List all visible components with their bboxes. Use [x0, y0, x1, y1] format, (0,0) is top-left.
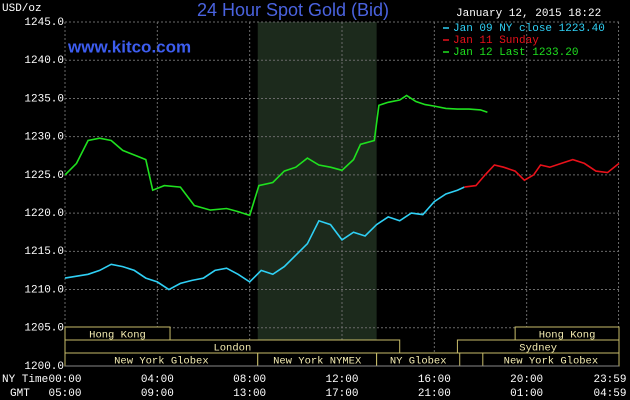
- price-line: [64, 94, 488, 217]
- session-label: Hong Kong: [539, 329, 596, 341]
- y-tick-label: 1215.0: [24, 246, 64, 258]
- session-label: NY Globex: [390, 355, 447, 367]
- y-tick-label: 1230.0: [24, 132, 64, 144]
- x2-tick-label: 13:00: [233, 388, 266, 400]
- y-tick-label: 1235.0: [24, 93, 64, 105]
- y-tick-label: 1225.0: [24, 170, 64, 182]
- x2-tick-label: 17:00: [325, 388, 358, 400]
- x2-axis-label: GMT: [10, 388, 30, 400]
- y-tick-label: 1245.0: [24, 17, 64, 29]
- y-tick-label: 1210.0: [24, 284, 64, 296]
- x-tick-label: 12:00: [325, 374, 358, 386]
- chart-title: 24 Hour Spot Gold (Bid): [197, 0, 389, 20]
- legend-label: Jan 09 NY close 1223.40: [453, 23, 605, 35]
- legend-label: Jan 11 Sunday: [453, 35, 539, 47]
- price-line: [64, 186, 465, 291]
- x2-tick-label: 05:00: [48, 388, 81, 400]
- y-tick-label: 1220.0: [24, 208, 64, 220]
- session-label: Hong Kong: [89, 329, 146, 341]
- legend-label: Jan 12 Last 1233.20: [453, 47, 578, 59]
- x2-tick-label: 09:00: [141, 388, 174, 400]
- timestamp: January 12, 2015 18:22: [456, 8, 601, 20]
- session-label: London: [213, 342, 251, 354]
- x-tick-label: 08:00: [233, 374, 266, 386]
- y-tick-label: 1200.0: [24, 361, 64, 373]
- session-label: New York Globex: [504, 355, 599, 367]
- x2-tick-label: 21:00: [418, 388, 451, 400]
- x-tick-label: 00:00: [48, 374, 81, 386]
- x-tick-label: 04:00: [141, 374, 174, 386]
- site-label: www.kitco.com: [67, 37, 191, 56]
- shaded-band: [257, 22, 377, 366]
- y-axis-label: USD/oz: [2, 3, 42, 15]
- x-axis-label: NY Time: [2, 374, 48, 386]
- y-tick-label: 1205.0: [24, 323, 64, 335]
- x-tick-label: 16:00: [418, 374, 451, 386]
- session-label: New York Globex: [114, 355, 209, 367]
- session-label: Sydney: [519, 342, 557, 354]
- session-label: New York NYMEX: [273, 355, 362, 367]
- x2-tick-label: 01:00: [510, 388, 543, 400]
- x-tick-label: 20:00: [510, 374, 543, 386]
- y-tick-label: 1240.0: [24, 55, 64, 67]
- x-tick-label: 23:59: [593, 374, 626, 386]
- price-line: [464, 158, 620, 188]
- x2-tick-label: 04:59: [593, 388, 626, 400]
